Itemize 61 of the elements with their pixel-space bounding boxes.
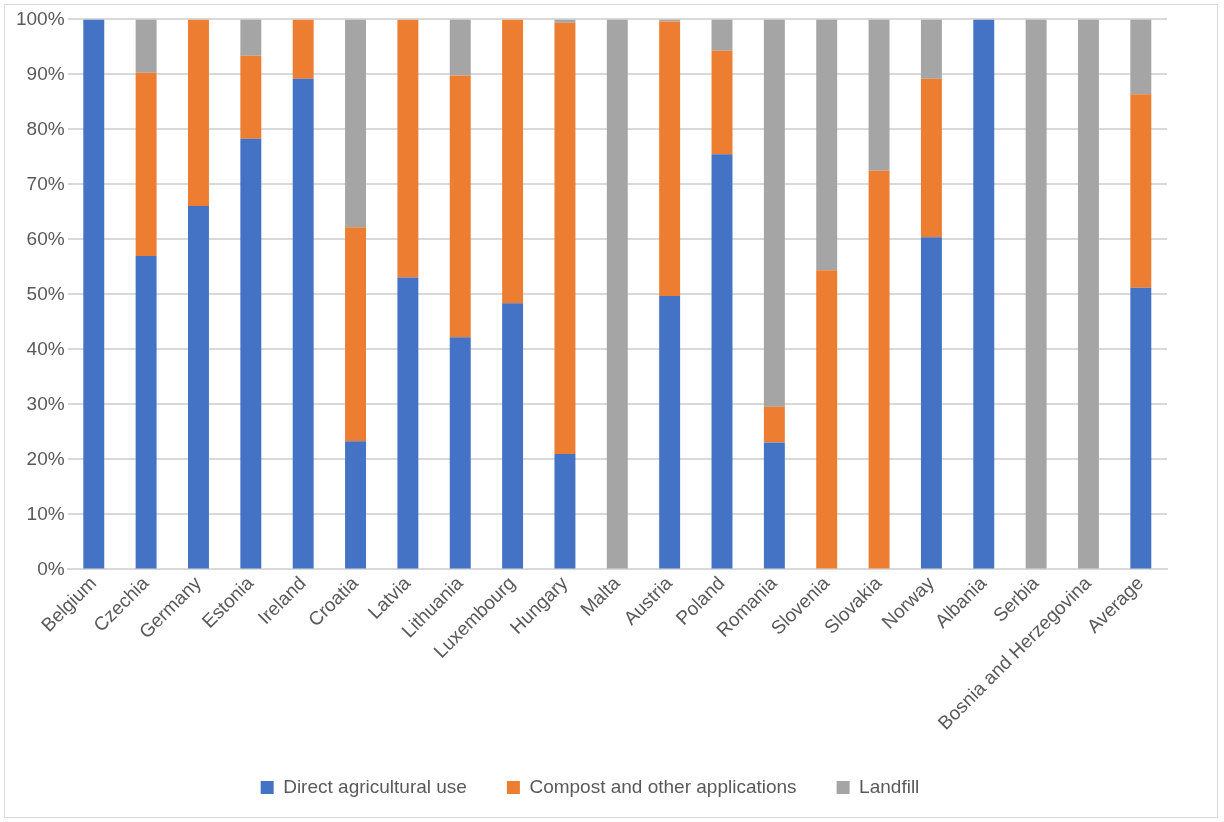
bar (659, 21, 681, 297)
bar (188, 205, 209, 569)
bar (763, 406, 785, 443)
bar (397, 19, 419, 278)
bar (397, 277, 419, 569)
y-tick-label: 0% (37, 557, 65, 579)
bar (449, 337, 471, 569)
y-tick-label: 20% (26, 447, 65, 469)
bar (920, 19, 942, 79)
bar (816, 270, 838, 569)
bar (240, 138, 262, 569)
bar (345, 227, 367, 442)
y-tick-label: 100% (15, 7, 65, 29)
y-tick-label: 40% (26, 337, 65, 359)
bar (502, 303, 524, 569)
bar (763, 19, 785, 407)
legend-label: Landfill (859, 775, 920, 797)
y-tick-label: 70% (26, 172, 65, 194)
legend-label: Direct agricultural use (283, 775, 467, 797)
bar (135, 72, 157, 256)
bar (292, 19, 314, 79)
y-tick-label: 80% (26, 117, 65, 139)
bar (1078, 19, 1099, 569)
bar (135, 19, 157, 73)
bar (345, 19, 367, 228)
bar (711, 19, 733, 51)
bar (1130, 94, 1152, 288)
bar (868, 19, 890, 171)
bar (920, 78, 942, 238)
bar (135, 255, 157, 569)
bar (292, 78, 314, 569)
bar (763, 442, 785, 569)
y-tick-label: 50% (26, 282, 65, 304)
bar (711, 50, 733, 155)
bar (711, 154, 733, 569)
bar (240, 55, 262, 139)
bar (868, 170, 890, 569)
bar (502, 19, 524, 304)
bar (83, 19, 105, 569)
bar (449, 75, 471, 338)
bar (659, 19, 681, 22)
bar (554, 19, 576, 23)
bar (816, 19, 838, 271)
y-tick-label: 90% (26, 62, 65, 84)
bar (606, 19, 628, 569)
y-tick-label: 60% (26, 227, 65, 249)
bar (920, 237, 942, 569)
bar (1130, 287, 1152, 569)
bar (659, 296, 681, 569)
bar (345, 441, 367, 569)
bar (554, 453, 576, 569)
legend-label: Compost and other applications (529, 775, 797, 797)
bar (973, 19, 995, 569)
bar (188, 19, 209, 206)
bar (240, 19, 262, 56)
y-tick-label: 10% (26, 502, 65, 524)
bar (1130, 19, 1152, 95)
bar (1025, 19, 1047, 569)
bar (449, 19, 471, 76)
y-tick-label: 30% (26, 392, 65, 414)
bar (554, 22, 576, 454)
